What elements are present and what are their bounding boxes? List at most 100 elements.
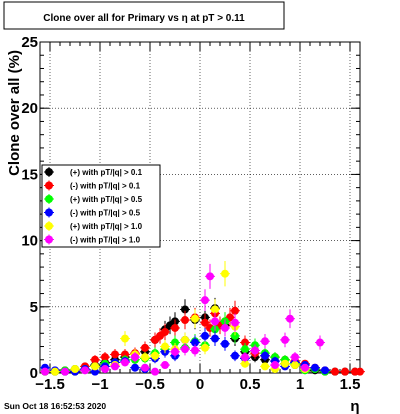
data-point bbox=[51, 367, 59, 376]
data-point bbox=[291, 353, 299, 362]
data-point bbox=[141, 363, 149, 372]
data-point bbox=[171, 347, 179, 356]
data-point bbox=[121, 358, 129, 367]
timestamp: Sun Oct 18 16:52:53 2020 bbox=[4, 401, 106, 411]
data-point bbox=[311, 363, 319, 372]
data-point bbox=[221, 323, 229, 332]
data-point bbox=[241, 338, 249, 347]
legend-marker bbox=[45, 181, 53, 190]
data-point bbox=[201, 331, 209, 340]
data-point bbox=[251, 346, 259, 355]
data-point bbox=[316, 338, 324, 347]
data-point bbox=[291, 361, 299, 370]
legend: (+) with pT/|q| > 0.1 (-) with pT/|q| > 0… bbox=[41, 164, 161, 248]
legend-label: (-) with pT/|q| > 0.1 bbox=[70, 182, 141, 191]
legend-marker bbox=[45, 208, 53, 217]
x-tick-label: −1 bbox=[91, 376, 108, 393]
legend-item: (-) with pT/|q| > 0.1 bbox=[44, 180, 141, 191]
data-point bbox=[241, 345, 249, 354]
y-tick-label: 15 bbox=[21, 166, 38, 183]
data-point bbox=[191, 314, 199, 323]
y-tick-label: 20 bbox=[21, 100, 38, 117]
legend-marker bbox=[45, 235, 53, 244]
x-tick-label: 1.5 bbox=[340, 376, 361, 393]
data-point bbox=[91, 362, 99, 371]
data-point bbox=[206, 272, 214, 281]
data-point bbox=[211, 305, 219, 314]
data-point bbox=[301, 363, 309, 372]
data-point bbox=[141, 353, 149, 362]
data-point bbox=[81, 366, 89, 375]
data-point bbox=[231, 331, 239, 340]
legend-item: (+) with pT/|q| > 0.5 bbox=[44, 194, 143, 204]
y-tick-label: 10 bbox=[21, 233, 38, 250]
data-point bbox=[61, 367, 69, 376]
data-point bbox=[161, 361, 169, 370]
data-point bbox=[211, 317, 219, 326]
data-point bbox=[201, 343, 209, 352]
x-axis-title: η bbox=[350, 398, 359, 414]
data-point bbox=[121, 334, 129, 343]
data-point bbox=[131, 353, 139, 362]
legend-item: (+) with pT/|q| > 1.0 bbox=[44, 221, 143, 231]
data-point bbox=[181, 335, 189, 344]
x-tick-label: −1.5 bbox=[35, 376, 65, 393]
data-point bbox=[41, 367, 49, 376]
y-tick-label: 0 bbox=[30, 365, 38, 382]
data-point bbox=[101, 365, 109, 374]
data-point bbox=[101, 353, 109, 362]
data-point bbox=[341, 367, 349, 376]
data-point bbox=[321, 366, 329, 375]
data-point bbox=[161, 327, 169, 336]
x-tick-label: 1 bbox=[296, 376, 304, 393]
x-tick-label: 0 bbox=[196, 376, 204, 393]
data-point bbox=[161, 342, 169, 351]
data-point bbox=[231, 306, 239, 315]
y-tick-label: 5 bbox=[30, 299, 38, 316]
data-point bbox=[111, 350, 119, 359]
data-point bbox=[71, 365, 79, 374]
data-point bbox=[356, 367, 364, 376]
data-point bbox=[241, 353, 249, 362]
data-point bbox=[151, 367, 159, 376]
data-point bbox=[261, 362, 269, 371]
legend-box bbox=[41, 164, 161, 248]
data-point bbox=[111, 362, 119, 371]
data-point bbox=[151, 351, 159, 360]
data-point bbox=[91, 355, 99, 364]
data-point bbox=[221, 339, 229, 348]
legend-label: (-) with pT/|q| > 1.0 bbox=[70, 236, 141, 245]
data-point bbox=[261, 351, 269, 360]
data-point bbox=[191, 338, 199, 347]
data-point bbox=[241, 359, 249, 368]
x-tick-label: 0.5 bbox=[240, 376, 261, 393]
y-axis-title: Clone over all (%) bbox=[6, 50, 23, 176]
legend-label: (+) with pT/|q| > 0.5 bbox=[70, 195, 143, 204]
data-point bbox=[231, 351, 239, 360]
data-point bbox=[181, 305, 189, 314]
data-point bbox=[201, 296, 209, 305]
data-point bbox=[171, 323, 179, 332]
tick-labels: −1.5 −1 −0.5 0 0.5 1 1.5 0 5 10 15 20 25 bbox=[21, 34, 360, 393]
data-point bbox=[211, 334, 219, 343]
legend-label: (+) with pT/|q| > 1.0 bbox=[70, 222, 143, 231]
legend-marker bbox=[45, 195, 53, 203]
data-point bbox=[181, 345, 189, 354]
data-point bbox=[131, 363, 139, 372]
data-point bbox=[191, 346, 199, 355]
legend-item: (-) with pT/|q| > 1.0 bbox=[44, 234, 141, 245]
data-point bbox=[181, 316, 189, 325]
series-layer bbox=[40, 261, 365, 376]
data-point bbox=[286, 314, 294, 323]
x-tick-label: −0.5 bbox=[135, 376, 165, 393]
legend-item: (-) with pT/|q| > 0.5 bbox=[44, 207, 141, 218]
legend-marker bbox=[45, 222, 53, 230]
legend-marker bbox=[45, 168, 53, 176]
legend-label: (-) with pT/|q| > 0.5 bbox=[70, 209, 141, 218]
data-point bbox=[331, 367, 339, 376]
data-point bbox=[141, 343, 149, 352]
data-point bbox=[271, 361, 279, 370]
data-point bbox=[261, 337, 269, 346]
legend-item: (+) with pT/|q| > 0.1 bbox=[44, 167, 143, 177]
